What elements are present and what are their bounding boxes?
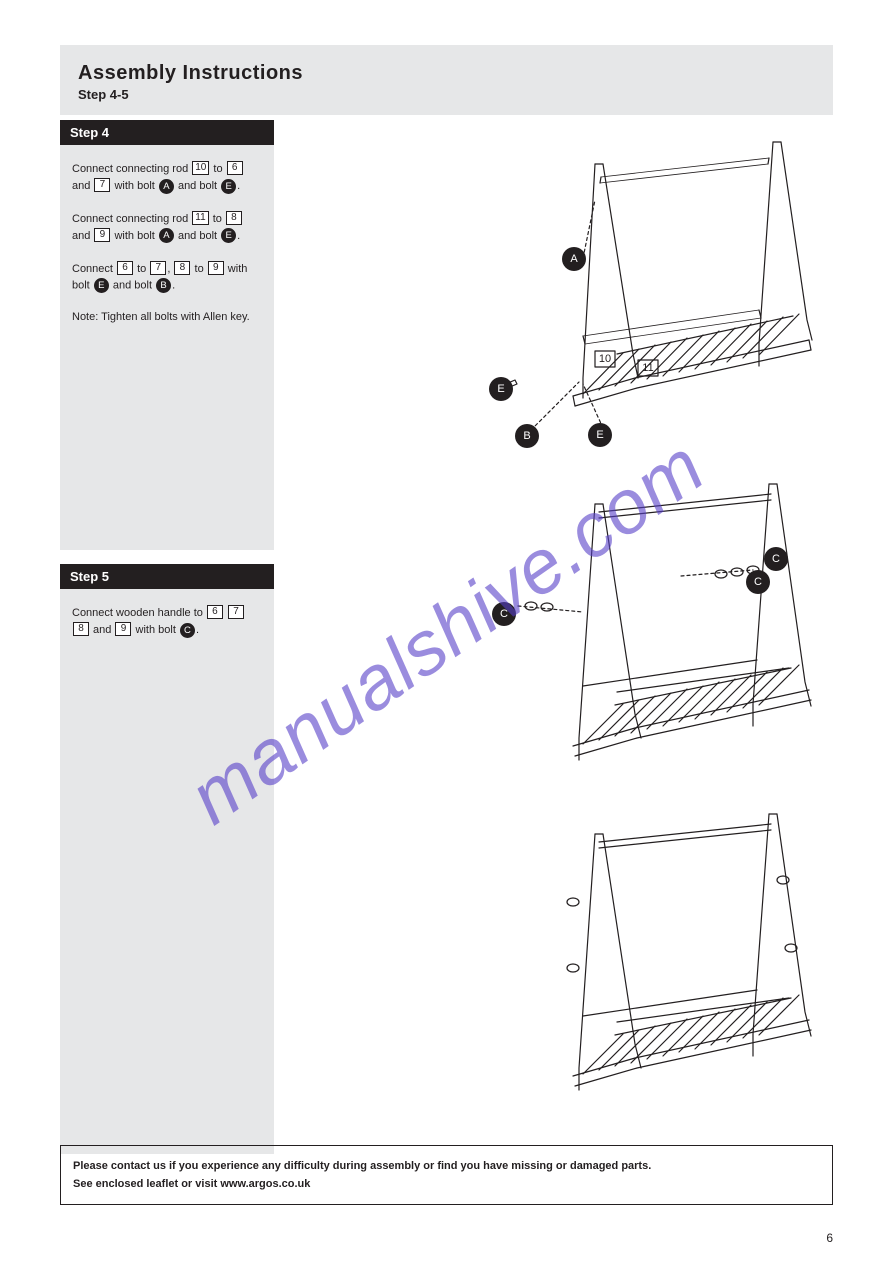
step-sidebar: Step 4 Connect connecting rod 10 to 6 an… [60,120,274,1168]
svg-text:C: C [754,576,762,588]
svg-text:A: A [570,253,578,265]
svg-text:E: E [596,429,603,441]
step-5-box: Step 5 Connect wooden handle to 6 7 8 an… [60,564,274,1154]
page-number: 6 [826,1231,833,1245]
contact-line-1: Please contact us if you experience any … [73,1160,820,1172]
svg-text:E: E [497,383,504,395]
contact-line-2: See enclosed leaflet or visit www.argos.… [73,1178,820,1190]
step-4-title: Step 4 [60,120,274,145]
step-5-body: Connect wooden handle to 6 7 8 and 9 wit… [60,589,274,655]
page-subtitle: Step 4-5 [78,87,815,102]
figure-5b [567,814,811,1090]
step-5-title: Step 5 [60,564,274,589]
figure-4: A [489,142,812,448]
svg-text:C: C [772,553,780,565]
svg-text:11: 11 [642,362,653,374]
illustration-area: A [283,128,833,1126]
contact-box: Please contact us if you experience any … [60,1145,833,1205]
page-title: Assembly Instructions [78,62,815,85]
step-4-body: Connect connecting rod 10 to 6 and 7 wit… [60,145,274,342]
svg-text:B: B [523,430,530,442]
figure-5a: C C C [492,484,811,760]
svg-text:C: C [500,608,508,620]
svg-text:10: 10 [599,353,611,365]
step-4-box: Step 4 Connect connecting rod 10 to 6 an… [60,120,274,550]
title-band: Assembly Instructions Step 4-5 [60,45,833,115]
